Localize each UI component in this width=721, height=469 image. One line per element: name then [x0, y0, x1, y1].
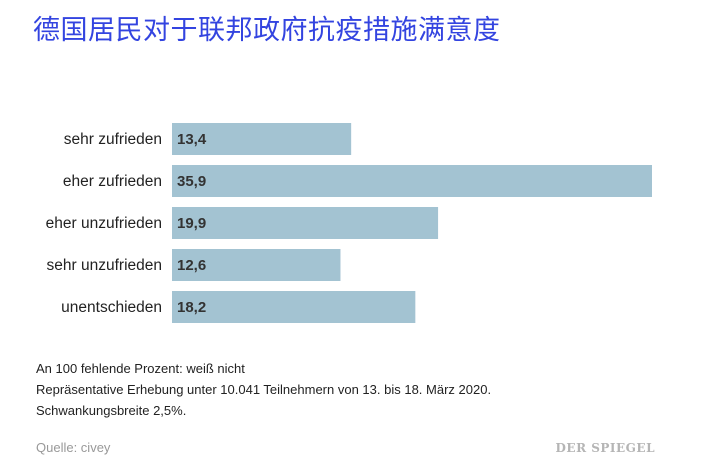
value-label-unentschieden: 18,2	[177, 299, 206, 316]
value-label-eher-unzufrieden: 19,9	[177, 215, 206, 232]
category-label-sehr-zufrieden: sehr zufrieden	[64, 131, 162, 148]
bar-chart: sehr zufrieden 13,4 eher zufrieden 35,9 eher…	[46, 123, 652, 323]
chart-title: 德国居民对于联邦政府抗疫措施满意度	[33, 15, 501, 46]
note-missing-percent: An 100 fehlende Prozent: weiß nicht	[36, 361, 245, 376]
note-survey-method: Repräsentative Erhebung unter 10.041 Tei…	[36, 382, 492, 397]
source-note: Quelle: civey	[36, 440, 111, 455]
bar-sehr-unzufrieden	[172, 249, 341, 281]
bar-eher-zufrieden	[172, 165, 652, 197]
note-margin-of-error: Schwankungsbreite 2,5%.	[36, 403, 187, 418]
category-label-eher-zufrieden: eher zufrieden	[63, 173, 162, 190]
category-label-unentschieden: unentschieden	[61, 299, 162, 316]
value-label-sehr-zufrieden: 13,4	[177, 131, 207, 148]
value-label-eher-zufrieden: 35,9	[177, 173, 206, 190]
bars-layer: sehr zufrieden 13,4 eher zufrieden 35,9 eher…	[46, 123, 652, 323]
bar-sehr-zufrieden	[172, 123, 352, 155]
publisher-logo: DER SPIEGEL	[555, 441, 655, 455]
bar-eher-unzufrieden	[172, 207, 439, 239]
bar-unentschieden	[172, 291, 416, 323]
chart-notes: An 100 fehlende Prozent: weiß nicht Repr…	[36, 358, 491, 421]
category-label-sehr-unzufrieden: sehr unzufrieden	[47, 257, 162, 274]
category-label-eher-unzufrieden: eher unzufrieden	[46, 215, 162, 232]
value-label-sehr-unzufrieden: 12,6	[177, 257, 206, 274]
